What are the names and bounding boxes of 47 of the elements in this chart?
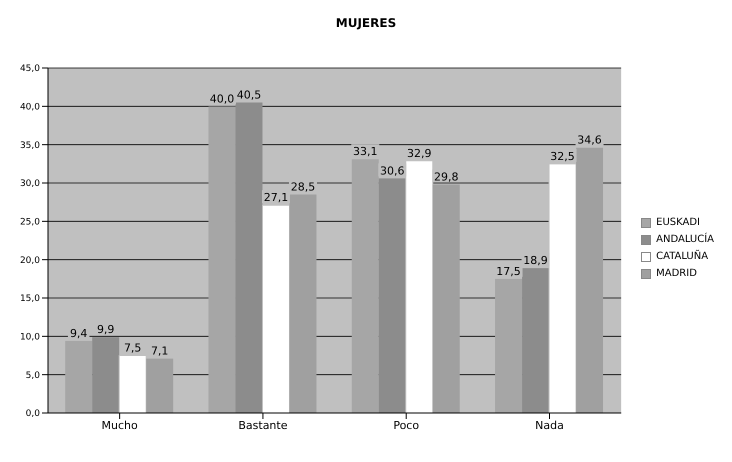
data-label: 30,6	[380, 164, 405, 178]
legend-label: CATALUÑA	[656, 251, 708, 262]
data-label: 7,1	[150, 344, 168, 358]
data-label: 33,1	[353, 145, 378, 158]
data-label: 34,6	[577, 134, 602, 147]
x-tick-label: Bastante	[238, 418, 288, 432]
data-label: 9,9	[96, 323, 114, 336]
bar	[576, 148, 604, 413]
bar	[65, 340, 92, 413]
y-tick-label: 40,0	[20, 102, 40, 113]
bar	[352, 159, 379, 413]
bar	[289, 194, 316, 413]
y-tick-label: 25,0	[20, 218, 40, 228]
y-tick-label: 0,0	[26, 409, 40, 420]
legend-label: ANDALUCÍA	[656, 234, 714, 245]
chart-title: MUJERES	[334, 15, 398, 32]
data-label: 40,5	[236, 88, 262, 102]
data-label: 32,5	[550, 150, 575, 163]
y-tick-label: 30,0	[20, 179, 40, 190]
y-tick-label: 15,0	[20, 294, 40, 304]
bar	[495, 278, 522, 413]
y-tick-label: 10,0	[20, 332, 40, 343]
data-label: 7,5	[124, 342, 142, 354]
bar	[432, 184, 460, 413]
bar	[92, 337, 120, 413]
legend-label: EUSKADI	[656, 217, 700, 228]
x-tick-label: Poco	[393, 418, 420, 432]
y-tick-label: 45,0	[20, 64, 40, 74]
data-label: 40,0	[210, 92, 234, 106]
x-tick-label: Mucho	[102, 418, 138, 432]
data-label: 9,4	[70, 326, 88, 340]
data-label: 27,1	[264, 191, 288, 204]
bar	[146, 358, 174, 413]
bar	[378, 178, 406, 413]
y-tick-label: 35,0	[20, 140, 40, 151]
data-label: 29,8	[434, 170, 459, 184]
bar	[208, 106, 236, 413]
data-label: 17,5	[496, 264, 521, 278]
bar	[235, 102, 262, 413]
x-tick-label: Nada	[535, 418, 564, 432]
data-label: 28,5	[290, 180, 316, 194]
y-tick-label: 5,0	[26, 370, 40, 381]
data-label: 32,9	[407, 146, 432, 160]
data-label: 18,9	[523, 254, 548, 268]
bar	[522, 268, 550, 413]
y-tick-label: 20,0	[20, 256, 40, 266]
legend-label: MADRID	[656, 268, 697, 279]
